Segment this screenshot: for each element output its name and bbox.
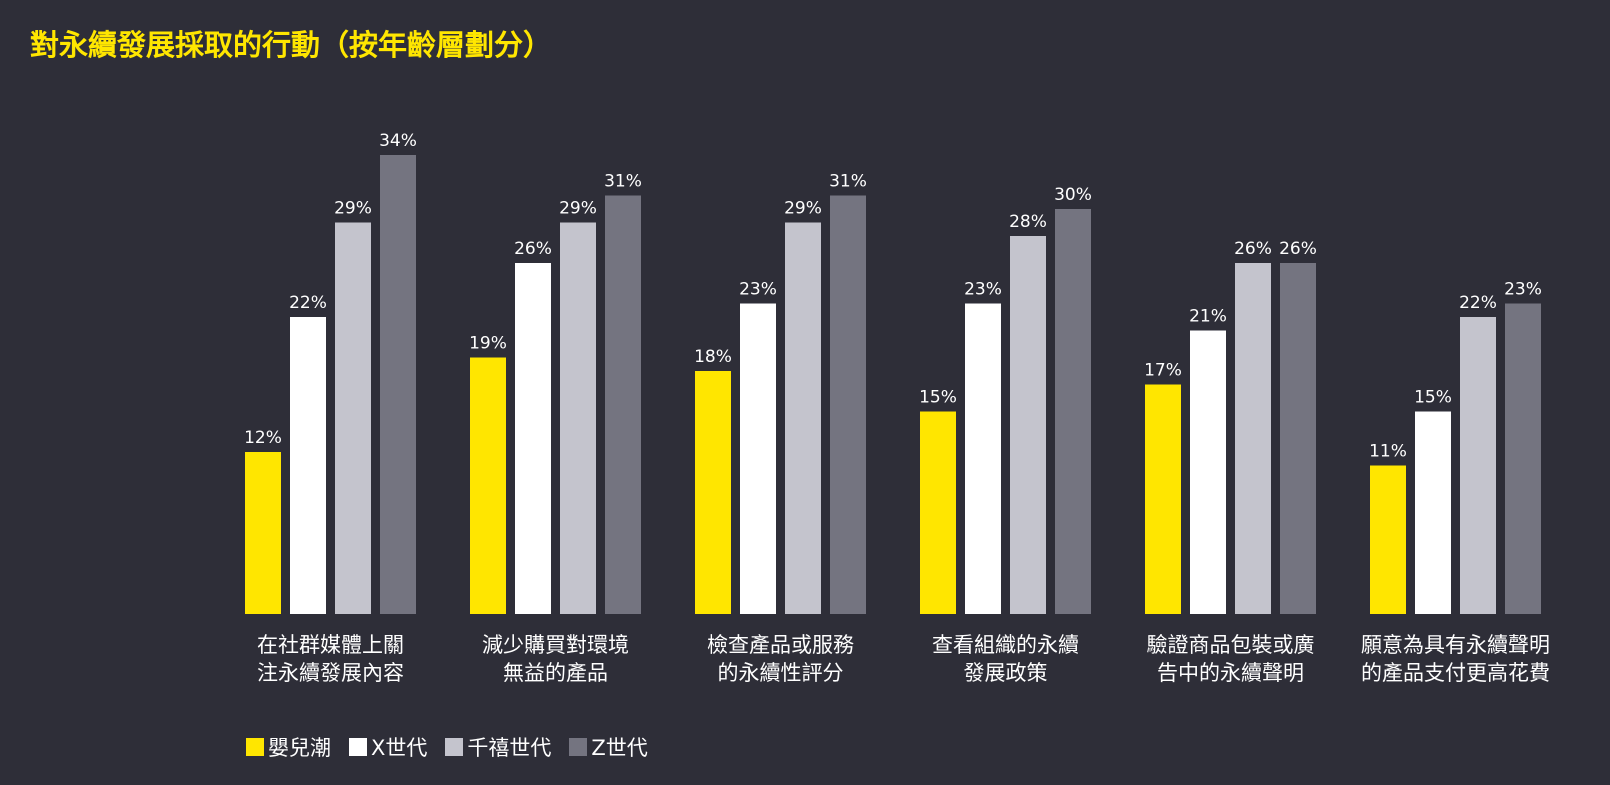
category-label: 查看組織的永續 — [932, 633, 1079, 657]
data-label: 29% — [334, 199, 372, 219]
bar — [1010, 236, 1046, 614]
bar — [470, 357, 506, 614]
legend-item: 千禧世代 — [445, 732, 551, 762]
bar — [830, 195, 866, 614]
bar — [785, 222, 821, 614]
category-label: 減少購買對環境 — [482, 633, 629, 657]
legend-item: Z世代 — [569, 732, 648, 762]
legend-label: 嬰兒潮 — [268, 736, 331, 760]
bar — [695, 371, 731, 614]
legend-label: X世代 — [371, 736, 428, 760]
bar — [965, 303, 1001, 614]
legend-swatch — [569, 738, 588, 756]
bar — [1370, 465, 1406, 614]
data-label: 17% — [1144, 361, 1182, 381]
category-label: 的產品支付更高花費 — [1361, 661, 1550, 685]
bar — [560, 222, 596, 614]
bar — [1280, 263, 1316, 614]
category-label: 願意為具有永續聲明 — [1361, 633, 1550, 657]
category-label: 注永續發展內容 — [257, 661, 404, 685]
data-label: 29% — [559, 199, 597, 219]
legend-item: X世代 — [349, 732, 427, 762]
legend-label: 千禧世代 — [467, 736, 552, 760]
legend-swatch — [445, 738, 464, 756]
bar — [335, 222, 371, 614]
data-label: 26% — [1279, 239, 1317, 259]
legend-swatch — [246, 738, 264, 756]
data-label: 28% — [1009, 212, 1047, 232]
bar — [1145, 384, 1181, 614]
data-label: 18% — [694, 347, 732, 367]
category-label: 驗證商品包裝或廣 — [1147, 633, 1315, 657]
data-label: 11% — [1369, 442, 1407, 462]
data-label: 29% — [784, 199, 822, 219]
data-label: 21% — [1189, 307, 1227, 327]
data-label: 26% — [514, 239, 552, 259]
legend-item: 嬰兒潮 — [246, 732, 331, 762]
category-label: 檢查產品或服務 — [707, 633, 854, 657]
bar — [1055, 209, 1091, 614]
bar — [1190, 330, 1226, 614]
legend-swatch — [349, 738, 367, 756]
category-label: 告中的永續聲明 — [1157, 661, 1304, 685]
legend-label: Z世代 — [591, 736, 648, 760]
bar — [1460, 317, 1496, 614]
data-label: 22% — [289, 293, 327, 313]
data-label: 23% — [964, 280, 1002, 300]
data-label: 26% — [1234, 239, 1272, 259]
chart-title: 對永續發展採取的行動（按年齡層劃分） — [30, 28, 553, 62]
data-label: 22% — [1459, 293, 1497, 313]
bar — [1235, 263, 1271, 614]
data-label: 15% — [1414, 388, 1452, 408]
category-label: 在社群媒體上關 — [257, 633, 404, 657]
data-label: 19% — [469, 334, 507, 354]
bar — [920, 411, 956, 614]
category-label: 發展政策 — [964, 661, 1048, 685]
bar — [605, 195, 641, 614]
legend: 嬰兒潮 X世代 千禧世代 Z世代 — [246, 732, 648, 762]
data-label: 31% — [829, 172, 867, 192]
bar — [1415, 411, 1451, 614]
data-label: 23% — [1504, 280, 1542, 300]
data-label: 30% — [1054, 185, 1092, 205]
data-label: 34% — [379, 131, 417, 151]
category-label: 的永續性評分 — [718, 661, 844, 685]
bar — [245, 452, 281, 614]
data-label: 23% — [739, 280, 777, 300]
bar — [740, 303, 776, 614]
bar — [380, 155, 416, 614]
data-label: 12% — [244, 428, 282, 448]
category-label: 無益的產品 — [503, 661, 608, 685]
data-label: 15% — [919, 388, 957, 408]
bar — [1505, 303, 1541, 614]
data-label: 31% — [604, 172, 642, 192]
bar — [515, 263, 551, 614]
bar — [290, 317, 326, 614]
